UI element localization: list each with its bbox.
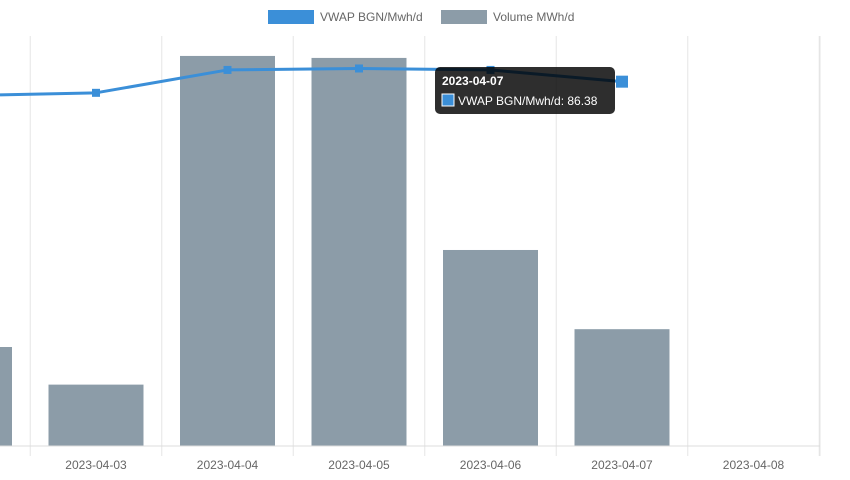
legend-label-volume: Volume MWh/d <box>493 10 574 24</box>
x-tick-label: 2023-04-08 <box>723 458 785 472</box>
vertical-gridlines <box>29 36 821 456</box>
tooltip-title: 2023-04-07 <box>442 74 504 88</box>
x-tick-label: 2023-04-07 <box>591 458 653 472</box>
legend-label-vwap: VWAP BGN/Mwh/d <box>320 10 423 24</box>
volume-bar-2023-04-07[interactable] <box>574 329 670 446</box>
volume-bar-2023-04-02[interactable] <box>0 347 12 446</box>
x-tick-label: 2023-04-03 <box>65 458 127 472</box>
legend-swatch-volume <box>441 10 487 24</box>
legend-swatch-vwap <box>268 10 314 24</box>
volume-bars <box>0 55 670 447</box>
x-axis: 2023-04-03 2023-04-04 2023-04-05 2023-04-06… <box>0 445 820 472</box>
tooltip-label: VWAP BGN/Mwh/d: 86.38 <box>458 94 598 108</box>
volume-bar-2023-04-06[interactable] <box>443 249 538 446</box>
vwap-point-2023-04-05[interactable] <box>355 64 363 73</box>
tooltip-color-swatch <box>441 93 455 107</box>
volume-bar-2023-04-05[interactable] <box>311 57 407 447</box>
legend-item-vwap[interactable]: VWAP BGN/Mwh/d <box>268 10 423 24</box>
vwap-point-2023-04-04[interactable] <box>223 65 232 74</box>
legend-item-volume[interactable]: Volume MWh/d <box>441 10 574 24</box>
legend: VWAP BGN/Mwh/d Volume MWh/d <box>268 10 574 24</box>
x-tick-label: 2023-04-06 <box>460 458 522 472</box>
tooltip: 2023-04-07 VWAP BGN/Mwh/d: 86.38 <box>435 67 615 114</box>
vwap-point-2023-04-03[interactable] <box>92 88 100 97</box>
volume-bar-2023-04-03[interactable] <box>48 384 144 446</box>
vwap-point-2023-04-07[interactable] <box>616 75 628 88</box>
tooltip-background <box>435 67 615 114</box>
x-tick-label: 2023-04-04 <box>197 458 259 472</box>
volume-bar-2023-04-04[interactable] <box>180 55 275 446</box>
x-tick-label: 2023-04-05 <box>328 458 390 472</box>
